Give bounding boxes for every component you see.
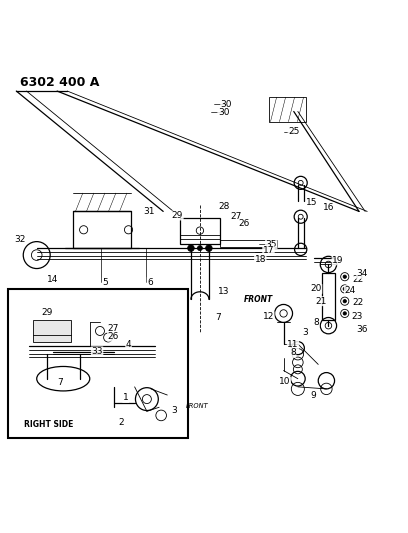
Text: 29: 29 [41,308,53,317]
Text: RIGHT SIDE: RIGHT SIDE [24,420,74,429]
Circle shape [188,245,194,252]
Text: 8: 8 [313,318,319,327]
Text: 20: 20 [310,285,322,294]
Text: 1: 1 [123,393,129,402]
Text: 36: 36 [357,325,368,334]
Text: 11: 11 [287,341,299,349]
Text: 32: 32 [14,236,25,245]
Text: 35: 35 [266,239,277,248]
Text: 8: 8 [290,349,296,358]
Text: 25: 25 [288,127,299,136]
Text: 4: 4 [162,325,168,334]
Bar [73,212,131,248]
Bar [322,272,335,320]
Circle shape [343,275,346,278]
Text: 30: 30 [221,100,232,109]
Circle shape [197,246,202,251]
Text: 27: 27 [230,212,242,221]
Text: 12: 12 [263,312,274,321]
Text: 26: 26 [108,332,119,341]
Bar [8,289,188,438]
Text: 10: 10 [279,377,290,386]
Text: 16: 16 [323,203,334,212]
Bar [180,217,220,244]
Text: 3: 3 [172,406,177,415]
Text: 9: 9 [310,391,316,400]
Circle shape [343,287,346,290]
Text: 6302 400 A: 6302 400 A [20,76,100,88]
Text: 3: 3 [302,328,308,337]
Text: 26: 26 [238,219,250,228]
Text: 14: 14 [47,275,58,284]
Text: 30: 30 [218,108,229,117]
Text: 24: 24 [344,286,356,295]
Text: 28: 28 [218,201,229,211]
Text: 29: 29 [172,211,183,220]
Circle shape [343,300,346,303]
Text: 13: 13 [218,287,229,296]
Text: 22: 22 [353,275,364,284]
Text: 33: 33 [91,347,103,356]
Text: 5: 5 [102,278,108,287]
Text: 17: 17 [263,246,274,255]
Text: FRONT: FRONT [244,295,273,304]
Bar [269,97,306,122]
Circle shape [343,312,346,315]
Text: 19: 19 [332,256,344,265]
Text: 6: 6 [147,278,153,287]
Text: 7: 7 [215,313,221,322]
Text: 2: 2 [119,418,124,427]
Text: 18: 18 [255,255,266,264]
Circle shape [206,245,212,252]
Bar [33,320,71,342]
Text: 7: 7 [58,378,63,387]
Text: 4: 4 [126,341,131,349]
Text: 31: 31 [143,207,155,216]
Text: 34: 34 [357,269,368,278]
Bar [220,239,277,247]
Text: 22: 22 [353,298,364,307]
Text: 27: 27 [108,324,119,333]
Text: 23: 23 [351,312,363,321]
Text: 15: 15 [306,198,318,206]
Text: 21: 21 [316,297,327,306]
Text: FRONT: FRONT [186,403,208,409]
